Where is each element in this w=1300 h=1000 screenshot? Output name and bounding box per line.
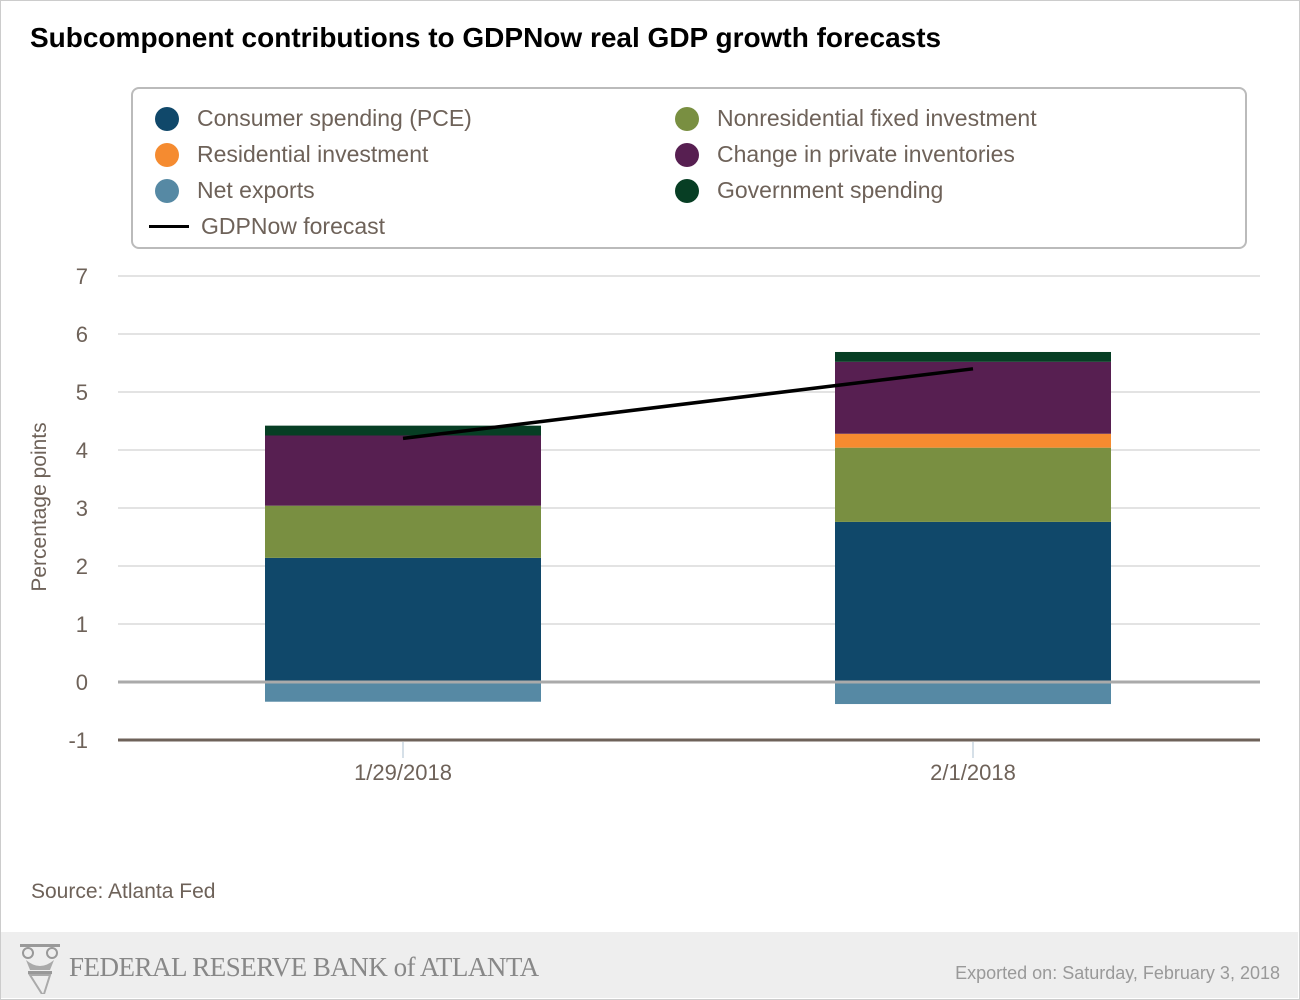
legend-item-government[interactable]: Government spending: [665, 177, 943, 204]
y-axis-label: Percentage points: [28, 422, 51, 591]
legend-label: Government spending: [717, 177, 944, 203]
legend-dot-icon: [155, 142, 179, 167]
y-tick-label: 7: [76, 264, 88, 289]
bar-segment: [265, 425, 541, 436]
bar-segment: [835, 521, 1111, 682]
y-tick-label: 6: [76, 322, 88, 347]
exported-date: Exported on: Saturday, February 3, 2018: [955, 963, 1280, 983]
chart-title: Subcomponent contributions to GDPNow rea…: [30, 22, 942, 53]
legend-label: Residential investment: [197, 141, 429, 167]
y-tick-label: 5: [76, 380, 88, 405]
y-tick-label: 0: [76, 670, 88, 695]
y-tick-label: 3: [76, 496, 88, 521]
gdpnow-forecast-line: [402, 367, 974, 441]
legend-dot-icon: [155, 106, 179, 131]
legend-label: GDPNow forecast: [201, 213, 386, 239]
legend-item-pce[interactable]: Consumer spending (PCE): [145, 105, 472, 132]
bar-segment: [265, 505, 541, 558]
legend-label: Consumer spending (PCE): [197, 105, 472, 131]
chart-plot: -1 0 1 2 3 4 5 6 7 Percentage points 1/29/2018 2/1/…: [28, 264, 1260, 785]
legend-item-residential[interactable]: Residential investment: [145, 141, 428, 168]
bar-segment: [835, 447, 1111, 522]
bar-segment: [265, 435, 541, 506]
legend-dot-icon: [675, 142, 699, 167]
bar-segment: [835, 433, 1111, 448]
bar-segment: [265, 682, 541, 702]
legend-line-icon: [149, 225, 189, 228]
legend-dot-icon: [675, 106, 699, 131]
x-tick-label: 2/1/2018: [930, 760, 1016, 785]
bar-segment: [265, 557, 541, 682]
x-tick-label: 1/29/2018: [354, 760, 452, 785]
bar-segment: [835, 351, 1111, 362]
legend-label: Change in private inventories: [717, 141, 1015, 167]
legend: Consumer spending (PCE) Nonresidential f…: [131, 87, 1247, 249]
footer: FEDERAL RESERVE BANK of ATLANTA Exported…: [1, 932, 1298, 998]
legend-item-nonresidential[interactable]: Nonresidential fixed investment: [665, 105, 1037, 132]
y-tick-label: -1: [68, 728, 88, 753]
legend-item-gdpnow[interactable]: GDPNow forecast: [145, 213, 385, 240]
legend-label: Nonresidential fixed investment: [717, 105, 1037, 131]
legend-dot-icon: [675, 178, 699, 203]
y-tick-label: 4: [76, 438, 88, 463]
bar-segment: [835, 361, 1111, 434]
legend-dot-icon: [155, 178, 179, 203]
legend-item-net-exports[interactable]: Net exports: [145, 177, 315, 204]
bar-segment: [835, 682, 1111, 705]
logo-text: FEDERAL RESERVE BANK of ATLANTA: [69, 952, 539, 982]
y-tick-label: 1: [76, 612, 88, 637]
column-logo-icon: [20, 944, 60, 994]
legend-label: Net exports: [197, 177, 315, 203]
legend-item-inventories[interactable]: Change in private inventories: [665, 141, 1015, 168]
y-tick-label: 2: [76, 554, 88, 579]
source-note: Source: Atlanta Fed: [31, 880, 216, 903]
